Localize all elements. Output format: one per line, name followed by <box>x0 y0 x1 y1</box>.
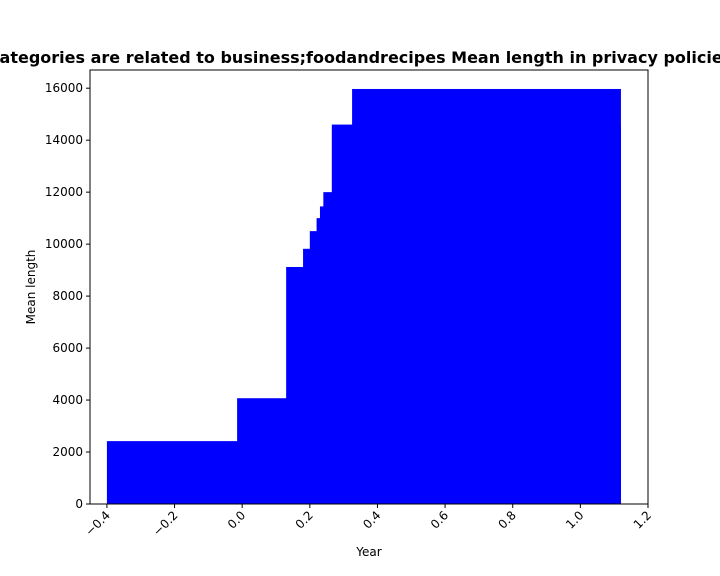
x-tick-label: −0.4 <box>83 508 114 539</box>
x-tick-label: 1.2 <box>631 508 654 531</box>
x-tick-label: 0.6 <box>428 508 451 531</box>
chart-title: Categories are related to business;fooda… <box>0 48 720 67</box>
x-tick-label: 1.0 <box>563 508 586 531</box>
x-ticks: −0.4 −0.2 0.0 0.2 0.4 0.6 0.8 1.0 1.2 <box>83 504 654 539</box>
y-ticks: 0 2000 4000 6000 8000 10000 12000 14000 16000 <box>45 81 90 511</box>
plot-frame <box>89 69 649 505</box>
y-tick-label: 12000 <box>45 185 83 199</box>
y-tick-label: 16000 <box>45 81 83 95</box>
y-tick-label: 14000 <box>45 133 83 147</box>
x-tick-label: 0.8 <box>495 508 518 531</box>
y-axis-label: Mean length <box>24 250 38 325</box>
y-tick-label: 0 <box>75 497 83 511</box>
x-tick-label: 0.0 <box>225 508 248 531</box>
x-tick-label: 0.4 <box>360 508 383 531</box>
y-tick-label: 6000 <box>52 341 83 355</box>
x-tick-label: −0.2 <box>150 508 181 539</box>
y-tick-label: 4000 <box>52 393 83 407</box>
y-tick-label: 10000 <box>45 237 83 251</box>
y-tick-label: 8000 <box>52 289 83 303</box>
bars-group <box>106 88 621 505</box>
y-tick-label: 2000 <box>52 445 83 459</box>
bar-9 <box>352 88 621 505</box>
x-tick-label: 0.2 <box>293 508 316 531</box>
x-axis-label: Year <box>355 545 381 559</box>
